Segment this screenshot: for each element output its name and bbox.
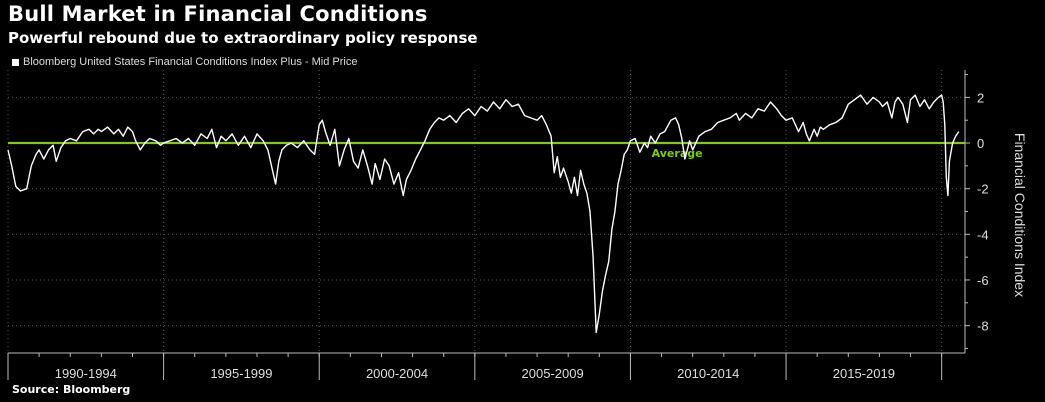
y-tick-label: 2 xyxy=(977,90,984,105)
average-label: Average xyxy=(652,147,703,160)
x-tick-label: 2010-2014 xyxy=(677,366,739,381)
y-axis-label: Financial Conditions Index xyxy=(1012,132,1028,298)
y-tick-label: -8 xyxy=(977,319,989,334)
series-line xyxy=(7,94,960,334)
x-tick-label: 2000-2004 xyxy=(366,366,428,381)
x-tick-label: 2005-2009 xyxy=(522,366,584,381)
y-tick-label: -6 xyxy=(977,273,989,288)
y-tick-label: -4 xyxy=(977,227,989,242)
legend-label: Bloomberg United States Financial Condit… xyxy=(23,56,358,68)
x-tick-label: 1990-1994 xyxy=(55,366,117,381)
y-tick-label: -2 xyxy=(977,182,989,197)
chart-title: Bull Market in Financial Conditions xyxy=(8,2,428,26)
source-note: Source: Bloomberg xyxy=(12,383,131,396)
chart-subtitle: Powerful rebound due to extraordinary po… xyxy=(8,29,478,47)
legend: Bloomberg United States Financial Condit… xyxy=(12,56,357,68)
y-tick-label: 0 xyxy=(977,136,984,151)
legend-swatch xyxy=(12,58,19,66)
x-tick-label: 2015-2019 xyxy=(833,366,895,381)
x-tick-label: 1995-1999 xyxy=(210,366,272,381)
